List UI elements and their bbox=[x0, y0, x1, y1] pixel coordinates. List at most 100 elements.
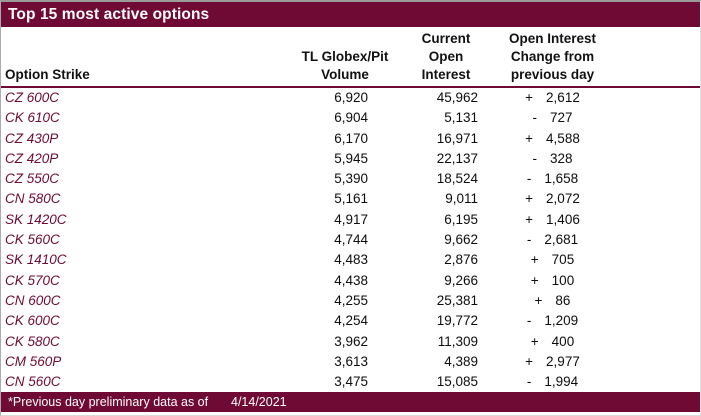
table-row: CN 580C 5,161 9,011 +2,072 bbox=[1, 189, 700, 209]
open-interest-value: 4,389 bbox=[444, 353, 478, 369]
change-sign-value: - bbox=[532, 150, 537, 166]
table-row: SK 1420C 4,917 6,195 +1,406 bbox=[1, 210, 700, 230]
option-strike-value: CK 610C bbox=[5, 110, 60, 126]
option-strike-value: CZ 600C bbox=[5, 90, 60, 105]
change-sign-value: - bbox=[526, 232, 532, 248]
table-row: CZ 550C 5,390 18,524 -1,658 bbox=[1, 169, 700, 189]
volume-value: 3,962 bbox=[334, 333, 368, 349]
table-body: CZ 600C 6,920 45,962 +2,612 CK 610C 6,90… bbox=[1, 88, 700, 392]
volume-value: 4,255 bbox=[334, 292, 368, 308]
option-strike-value: CN 600C bbox=[5, 292, 61, 308]
open-interest-value: 25,381 bbox=[436, 292, 478, 308]
column-header-label: Change from bbox=[510, 49, 595, 64]
column-header-label: Volume bbox=[321, 67, 369, 82]
change-number-value: 1,658 bbox=[544, 171, 579, 187]
open-interest-value: 9,266 bbox=[444, 272, 478, 288]
footer-date: 4/14/2021 bbox=[231, 395, 287, 409]
volume-value: 6,170 bbox=[334, 130, 368, 146]
open-interest-value: 18,524 bbox=[436, 171, 478, 187]
option-strike-value: CK 600C bbox=[5, 313, 60, 329]
option-strike-value: CK 580C bbox=[5, 333, 60, 349]
volume-value: 4,254 bbox=[334, 313, 368, 329]
volume-value: 5,390 bbox=[334, 171, 368, 187]
change-number-value: 328 bbox=[549, 150, 573, 166]
change-number-value: 100 bbox=[551, 272, 575, 288]
column-header-label: TL Globex/Pit bbox=[301, 49, 389, 64]
column-header-volume: TL Globex/Pit Volume bbox=[293, 48, 397, 86]
volume-value: 4,438 bbox=[334, 272, 368, 288]
oi-change-cell: -1,994 bbox=[495, 372, 610, 392]
change-number-value: 86 bbox=[555, 292, 571, 308]
table-header-row: Option Strike TL Globex/Pit Volume Curre… bbox=[1, 27, 700, 88]
option-strike-value: CZ 420P bbox=[5, 150, 59, 166]
change-sign-value: + bbox=[525, 130, 534, 146]
volume-value: 6,920 bbox=[334, 90, 368, 105]
option-strike-value: CK 560C bbox=[5, 232, 60, 248]
open-interest-value: 2,876 bbox=[444, 252, 478, 268]
oi-change-cell: -1,658 bbox=[495, 169, 610, 189]
open-interest-value: 22,137 bbox=[436, 150, 478, 166]
table-row: SK 1410C 4,483 2,876 +705 bbox=[1, 250, 700, 270]
change-sign-value: + bbox=[530, 333, 539, 349]
oi-change-cell: +400 bbox=[495, 332, 610, 352]
change-number-value: 727 bbox=[549, 110, 573, 126]
table-row: CM 560P 3,613 4,389 +2,977 bbox=[1, 352, 700, 372]
table-row: CN 600C 4,255 25,381 +86 bbox=[1, 291, 700, 311]
oi-change-cell: +100 bbox=[495, 271, 610, 291]
table-row: CZ 430P 6,170 16,971 +4,588 bbox=[1, 129, 700, 149]
column-header-label: previous day bbox=[510, 67, 595, 82]
open-interest-value: 19,772 bbox=[436, 313, 478, 329]
oi-change-cell: -727 bbox=[495, 108, 610, 128]
volume-value: 3,613 bbox=[334, 353, 368, 369]
column-header-label: Interest bbox=[421, 67, 471, 82]
change-number-value: 2,612 bbox=[546, 90, 580, 105]
change-sign-value: + bbox=[525, 90, 534, 105]
change-number-value: 2,977 bbox=[546, 353, 580, 369]
open-interest-value: 9,011 bbox=[445, 191, 478, 207]
change-sign-value: + bbox=[525, 353, 534, 369]
column-header-label: Current bbox=[421, 31, 471, 46]
table-row: CZ 600C 6,920 45,962 +2,612 bbox=[1, 88, 700, 108]
option-strike-value: SK 1410C bbox=[5, 252, 67, 268]
oi-change-cell: +2,612 bbox=[495, 88, 610, 108]
volume-value: 4,744 bbox=[334, 232, 368, 248]
change-number-value: 400 bbox=[551, 333, 575, 349]
change-number-value: 4,588 bbox=[546, 130, 580, 146]
change-sign-value: + bbox=[525, 211, 534, 227]
oi-change-cell: +4,588 bbox=[495, 129, 610, 149]
oi-change-cell: -2,681 bbox=[495, 230, 610, 250]
oi-change-cell: -328 bbox=[495, 149, 610, 169]
volume-value: 4,483 bbox=[334, 252, 368, 268]
column-header-option-strike: Option Strike bbox=[1, 66, 293, 86]
option-strike-value: CZ 550C bbox=[5, 171, 60, 187]
change-number-value: 1,406 bbox=[546, 211, 580, 227]
change-sign-value: + bbox=[525, 191, 534, 207]
table-row: CK 560C 4,744 9,662 -2,681 bbox=[1, 230, 700, 250]
table-row: CK 570C 4,438 9,266 +100 bbox=[1, 271, 700, 291]
option-strike-value: CZ 430P bbox=[5, 130, 59, 146]
column-header-label: Option Strike bbox=[5, 67, 90, 82]
volume-value: 5,161 bbox=[334, 191, 368, 207]
change-sign-value: + bbox=[530, 252, 539, 268]
open-interest-value: 5,131 bbox=[444, 110, 478, 126]
column-header-label: Open Interest bbox=[508, 31, 597, 46]
open-interest-value: 16,971 bbox=[436, 130, 478, 146]
footer-note: *Previous day preliminary data as of bbox=[8, 395, 209, 409]
open-interest-value: 6,195 bbox=[444, 211, 478, 227]
change-number-value: 2,072 bbox=[546, 191, 580, 207]
change-number-value: 2,681 bbox=[544, 232, 579, 248]
change-sign-value: - bbox=[526, 171, 532, 187]
option-strike-value: SK 1420C bbox=[5, 211, 67, 227]
oi-change-cell: +86 bbox=[495, 291, 610, 311]
volume-value: 4,917 bbox=[334, 211, 368, 227]
oi-change-cell: +705 bbox=[495, 250, 610, 270]
change-sign-value: - bbox=[532, 110, 537, 126]
column-header-open-interest: Current Open Interest bbox=[397, 30, 495, 86]
volume-value: 6,904 bbox=[334, 110, 368, 126]
open-interest-value: 9,662 bbox=[444, 232, 478, 248]
change-sign-value: + bbox=[530, 272, 539, 288]
table-row: CZ 420P 5,945 22,137 -328 bbox=[1, 149, 700, 169]
open-interest-value: 45,962 bbox=[436, 90, 478, 105]
table-row: CN 560C 3,475 15,085 -1,994 bbox=[1, 372, 700, 392]
